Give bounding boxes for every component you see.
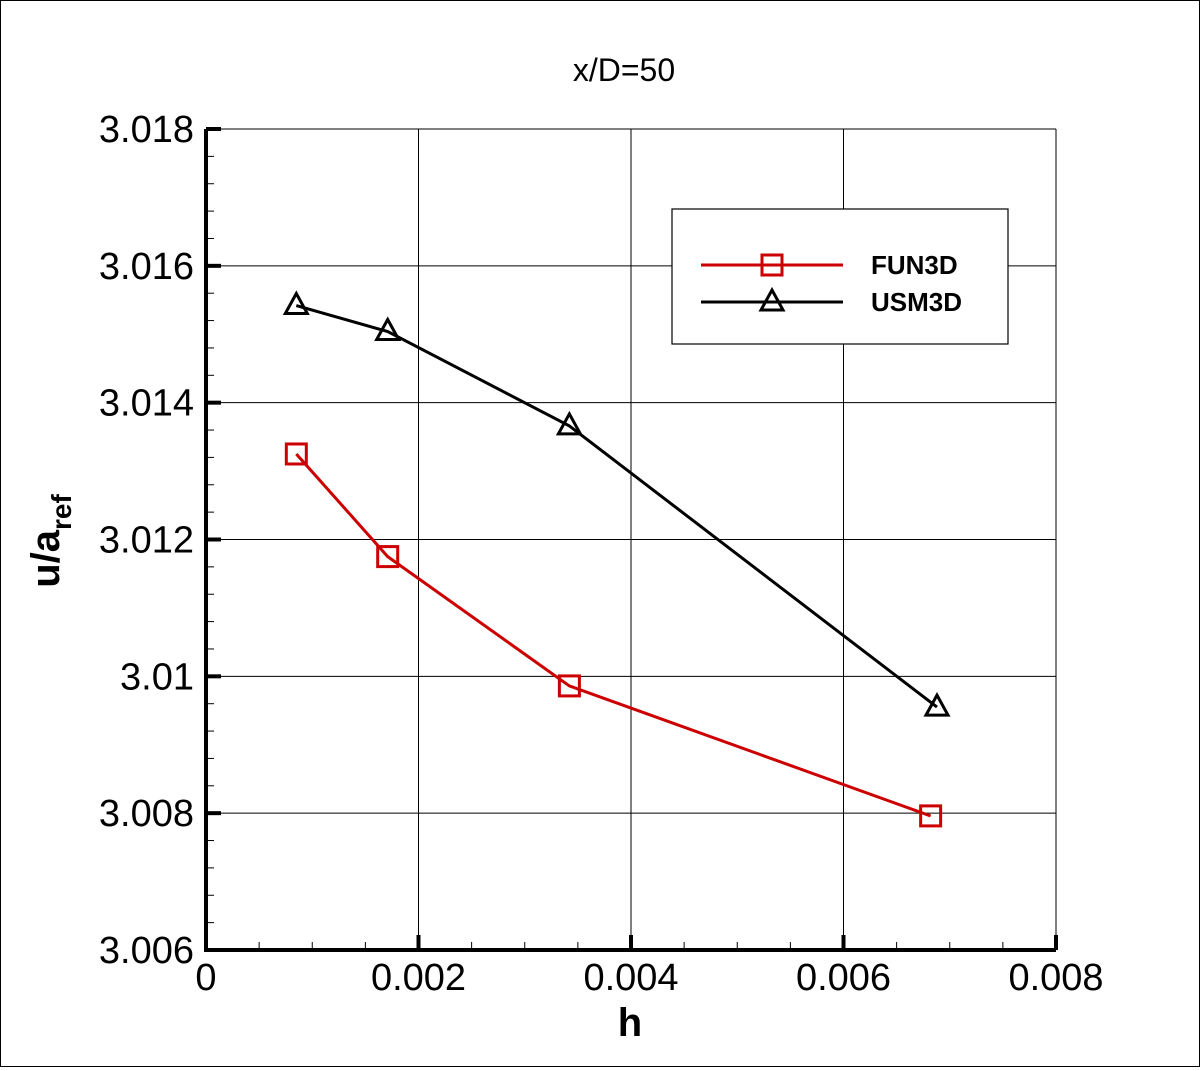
data-point-usm3d	[923, 692, 951, 717]
data-point-fun3d	[284, 442, 308, 466]
x-axis-title: h	[618, 1001, 642, 1045]
y-tick-label: 3.01	[120, 656, 194, 698]
x-tick-label: 0	[195, 957, 216, 999]
legend-marker-fun3d	[760, 253, 784, 277]
y-tick-label: 3.016	[99, 246, 194, 288]
data-point-fun3d	[557, 674, 581, 698]
legend-label-usm3d: USM3D	[871, 287, 962, 317]
x-tick-labels: 0 0.002 0.004 0.006 0.008	[195, 957, 1103, 999]
svg-text:u/aref: u/aref	[24, 494, 77, 588]
legend-label-fun3d: FUN3D	[871, 250, 958, 280]
legend-entry-fun3d: FUN3D	[701, 250, 958, 280]
legend-marker-usm3d	[758, 286, 786, 312]
series-usm3d	[282, 290, 951, 717]
legend-box	[671, 208, 1009, 345]
data-point-usm3d	[374, 316, 402, 342]
x-tick-label: 0.008	[1008, 957, 1103, 999]
plot-frame	[204, 128, 1057, 952]
y-tick-label: 3.018	[99, 109, 194, 151]
x-tick-label: 0.006	[796, 957, 891, 999]
legend: FUN3D USM3D	[671, 208, 1009, 345]
data-point-usm3d	[555, 410, 583, 436]
x-tick-label: 0.002	[371, 957, 466, 999]
chart-title: x/D=50	[573, 52, 675, 88]
series-line-usm3d	[295, 304, 938, 709]
data-point-usm3d	[282, 290, 310, 316]
legend-entry-usm3d: USM3D	[701, 286, 962, 317]
y-tick-label: 3.008	[99, 793, 194, 835]
data-point-fun3d	[376, 545, 400, 569]
y-tick-label: 3.012	[99, 520, 194, 562]
y-tick-labels: 3.006 3.008 3.01 3.012 3.014 3.016 3.018	[99, 109, 194, 972]
data-point-fun3d	[919, 804, 943, 828]
y-axis-title-main: u/a	[24, 529, 68, 588]
series-layer	[282, 290, 951, 828]
y-axis-title-sub: ref	[46, 494, 77, 530]
y-tick-label: 3.006	[99, 930, 194, 972]
series-fun3d	[284, 442, 943, 828]
series-line-fun3d	[295, 452, 932, 818]
y-axis-title: u/aref	[24, 494, 77, 588]
y-tick-label: 3.014	[99, 383, 194, 425]
x-tick-label: 0.004	[583, 957, 678, 999]
